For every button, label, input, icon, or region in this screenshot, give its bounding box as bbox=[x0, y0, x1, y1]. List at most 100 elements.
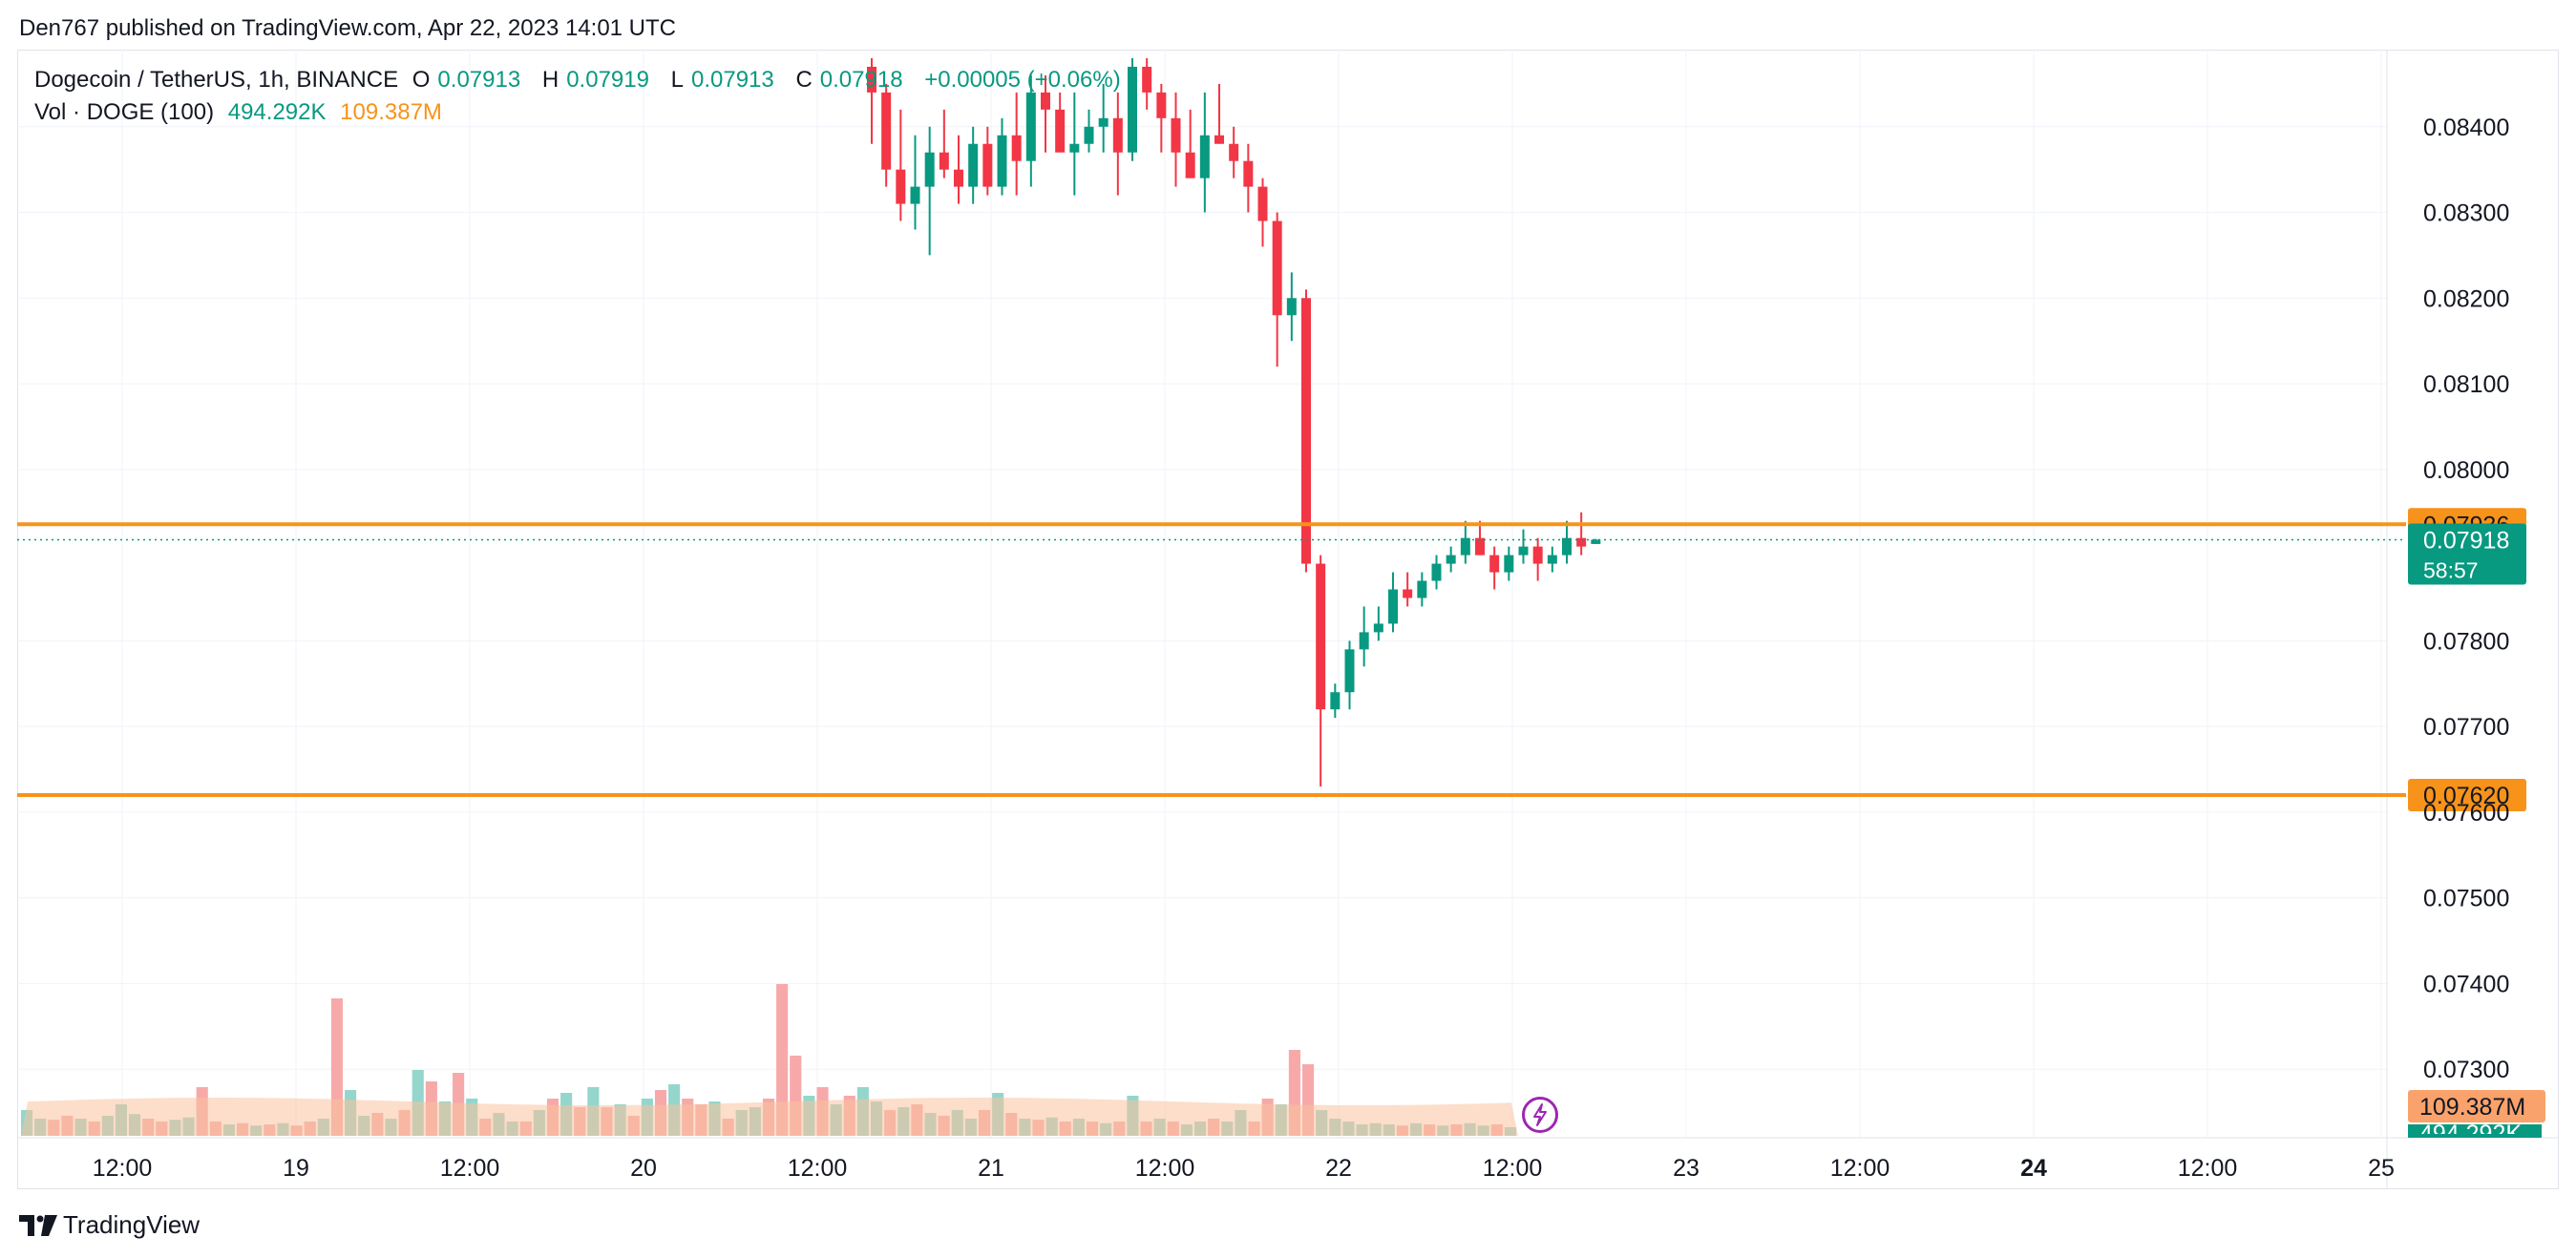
close-value: 0.07918 bbox=[819, 67, 903, 93]
close-label: C bbox=[795, 67, 813, 93]
line-price-tag bbox=[2408, 778, 2526, 811]
candle-body bbox=[1417, 580, 1427, 598]
candle-body bbox=[1199, 135, 1210, 178]
volume-bars bbox=[21, 984, 1518, 1136]
price-tick-label: 0.08100 bbox=[2423, 371, 2509, 398]
candle-body bbox=[1257, 186, 1268, 221]
published-header: Den767 published on TradingView.com, Apr… bbox=[19, 15, 677, 41]
volume-legend: Vol · DOGE (100) 494.292K 109.387M bbox=[34, 99, 450, 126]
price-tick-label: 0.08000 bbox=[2423, 457, 2509, 484]
candle-body bbox=[1388, 589, 1398, 624]
price-tick-label: 0.08200 bbox=[2423, 285, 2509, 312]
time-tick-label: 12:00 bbox=[1830, 1155, 1890, 1182]
last-price-label: 0.07918 bbox=[2423, 527, 2509, 554]
candle-body bbox=[1316, 563, 1326, 710]
candle-body bbox=[1489, 555, 1500, 573]
candle-body bbox=[1403, 589, 1413, 598]
candle-body bbox=[1518, 546, 1529, 556]
candle-body bbox=[1171, 117, 1181, 153]
time-tick-label: 20 bbox=[630, 1155, 657, 1182]
time-tick-label: 12:00 bbox=[440, 1155, 500, 1182]
tradingview-logo-icon bbox=[19, 1214, 57, 1236]
candle-body bbox=[1272, 220, 1282, 316]
last-price-tag bbox=[2408, 523, 2526, 585]
volume-tag-label: 494.292K bbox=[2419, 1121, 2522, 1147]
candle-body bbox=[1229, 143, 1239, 161]
candle-body bbox=[1286, 298, 1297, 316]
price-tick-label: 0.07600 bbox=[2423, 800, 2509, 827]
price-tick-label: 0.07800 bbox=[2423, 628, 2509, 655]
candle-body bbox=[867, 66, 876, 93]
time-tick-label: 12:00 bbox=[788, 1155, 848, 1182]
open-label: O bbox=[412, 67, 431, 93]
price-tick-label: 0.07700 bbox=[2423, 714, 2509, 741]
candle-body bbox=[1214, 135, 1224, 144]
candle-body bbox=[968, 143, 979, 187]
symbol-legend: Dogecoin / TetherUS, 1h, BINANCE O 0.0791… bbox=[34, 67, 1129, 94]
candle-body bbox=[1431, 563, 1442, 581]
candle-body bbox=[1041, 92, 1050, 110]
time-tick-label: 25 bbox=[2368, 1155, 2395, 1182]
countdown-label: 58:57 bbox=[2423, 557, 2479, 582]
time-tick-label: 24 bbox=[2020, 1155, 2047, 1182]
candle-body bbox=[1156, 92, 1167, 118]
candle-body bbox=[997, 135, 1007, 187]
candle-body bbox=[1011, 135, 1022, 161]
change-value: +0.00005 (+0.06%) bbox=[924, 67, 1121, 93]
high-value: 0.07919 bbox=[566, 67, 649, 93]
horizontal-lines: 0.079360.076200.0791858:57109.387M494.29… bbox=[17, 508, 2545, 1147]
price-tick-label: 0.07400 bbox=[2423, 971, 2509, 997]
candle-body bbox=[924, 152, 935, 187]
candle-body bbox=[1330, 692, 1341, 710]
time-tick-label: 12:00 bbox=[1483, 1155, 1543, 1182]
candle-body bbox=[1243, 160, 1254, 187]
price-axis: 0.08400 0.08300 0.08200 0.08100 0.08000 0.078… bbox=[2423, 115, 2509, 1083]
time-tick-label: 22 bbox=[1325, 1155, 1352, 1182]
candle-body bbox=[1025, 92, 1036, 161]
candle-body bbox=[1069, 143, 1080, 153]
volume-bar bbox=[776, 984, 789, 1136]
time-tick-label: 12:00 bbox=[93, 1155, 153, 1182]
candle-body bbox=[1055, 109, 1066, 153]
open-value: 0.07913 bbox=[437, 67, 521, 93]
price-tick-label: 0.07500 bbox=[2423, 886, 2509, 912]
candle-body bbox=[1098, 117, 1109, 127]
candle-body bbox=[1185, 152, 1195, 178]
time-tick-label: 12:00 bbox=[1135, 1155, 1195, 1182]
candle-body bbox=[1547, 555, 1557, 564]
candle-body bbox=[1532, 546, 1543, 564]
candle-body bbox=[982, 143, 993, 187]
volume-value: 494.292K bbox=[227, 99, 327, 125]
candle-body bbox=[1084, 126, 1094, 144]
volume-ma-tag-label: 109.387M bbox=[2419, 1094, 2525, 1121]
candle-body bbox=[896, 169, 906, 204]
grid bbox=[17, 50, 2559, 1188]
candle-body bbox=[1562, 537, 1572, 556]
volume-ma-value: 109.387M bbox=[340, 99, 442, 125]
candle-body bbox=[1128, 66, 1137, 153]
candle-body bbox=[1301, 298, 1311, 564]
footer-brand: TradingView bbox=[19, 1210, 200, 1240]
price-tick-label: 0.08400 bbox=[2423, 115, 2509, 141]
candle-body bbox=[1591, 539, 1601, 544]
candle-body bbox=[1576, 537, 1587, 547]
volume-tag bbox=[2408, 1124, 2542, 1138]
high-label: H bbox=[541, 67, 560, 93]
low-label: L bbox=[670, 67, 684, 93]
volume-ma-tag bbox=[2408, 1090, 2545, 1122]
time-tick-label: 19 bbox=[283, 1155, 309, 1182]
volume-label: Vol · DOGE (100) bbox=[34, 99, 215, 125]
candle-body bbox=[1112, 117, 1123, 153]
candle-body bbox=[1475, 537, 1485, 556]
chart-frame[interactable] bbox=[17, 50, 2559, 1189]
candle-body bbox=[939, 152, 949, 170]
candle-body bbox=[1359, 632, 1369, 650]
price-tick-label: 0.07300 bbox=[2423, 1057, 2509, 1083]
time-tick-label: 12:00 bbox=[2178, 1155, 2238, 1182]
volume-ma-area bbox=[21, 1098, 1518, 1136]
price-tick-label: 0.08300 bbox=[2423, 200, 2509, 227]
lightning-icon[interactable] bbox=[1522, 1097, 1558, 1133]
time-tick-label: 21 bbox=[978, 1155, 1004, 1182]
candle-body bbox=[1504, 555, 1514, 573]
